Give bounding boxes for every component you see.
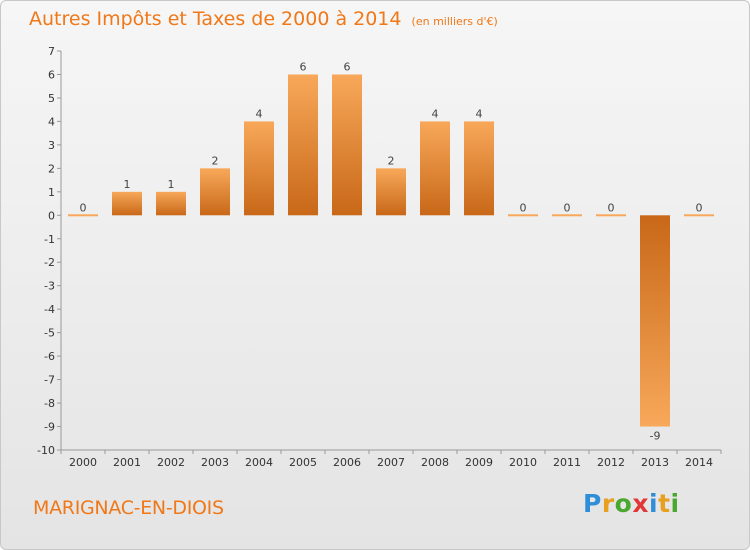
brand-letter: i [649,489,659,518]
bar [288,74,318,216]
y-tick-label: 5 [48,92,55,105]
x-tick-label: 2002 [157,456,185,469]
x-tick-label: 2008 [421,456,449,469]
x-tick-label: 2013 [641,456,669,469]
brand-letter: o [614,489,633,518]
bar [640,215,670,427]
data-label: 0 [80,201,87,214]
y-tick-label: -2 [44,256,55,269]
data-label: 4 [432,107,439,120]
x-tick-label: 2010 [509,456,537,469]
brand-letter: t [658,489,671,518]
brand-letter: r [601,489,615,518]
bar [332,74,362,216]
data-label: 0 [696,201,703,214]
y-tick-label: 6 [48,68,55,81]
x-tick-label: 2014 [685,456,713,469]
bar [244,121,274,216]
bar [684,214,714,217]
x-tick-label: 2000 [69,456,97,469]
y-tick-label: 3 [48,139,55,152]
bar [156,191,186,216]
data-label: 6 [344,60,351,73]
bar [112,191,142,216]
data-label: -9 [650,430,661,443]
chart-subtitle: (en milliers d'€) [411,15,498,28]
data-label: 1 [124,178,131,191]
x-tick-label: 2003 [201,456,229,469]
bar [376,168,406,216]
y-tick-label: 7 [48,45,55,58]
bar [552,214,582,217]
y-tick-label: -8 [44,397,55,410]
data-label: 1 [168,178,175,191]
y-tick-label: 0 [48,209,55,222]
brand-letter: x [632,489,649,518]
y-tick-label: 2 [48,162,55,175]
x-tick-label: 2007 [377,456,405,469]
y-tick-label: -3 [44,280,55,293]
brand-letter: P [583,489,602,518]
x-tick-label: 2005 [289,456,317,469]
bar [68,214,98,217]
bar [420,121,450,216]
y-tick-label: -6 [44,350,55,363]
y-tick-label: -5 [44,327,55,340]
x-tick-label: 2012 [597,456,625,469]
data-label: 6 [300,60,307,73]
data-label: 0 [520,201,527,214]
data-label: 4 [256,107,263,120]
y-tick-label: -10 [37,444,55,457]
y-tick-label: -7 [44,374,55,387]
x-tick-label: 2004 [245,456,273,469]
data-label: 4 [476,107,483,120]
x-tick-label: 2011 [553,456,581,469]
data-label: 2 [212,154,219,167]
y-tick-label: -9 [44,421,55,434]
bar [464,121,494,216]
y-tick-label: -4 [44,303,55,316]
chart-title-text: Autres Impôts et Taxes de 2000 à 2014 [29,8,402,30]
bar [596,214,626,217]
data-label: 2 [388,154,395,167]
brand-letter: i [670,489,680,518]
bar [200,168,230,216]
x-tick-label: 2009 [465,456,493,469]
y-tick-label: -1 [44,233,55,246]
bar [508,214,538,217]
chart-title: Autres Impôts et Taxes de 2000 à 2014 (e… [29,8,498,30]
x-tick-label: 2006 [333,456,361,469]
data-label: 0 [608,201,615,214]
data-label: 0 [564,201,571,214]
x-tick-label: 2001 [113,456,141,469]
y-tick-label: 1 [48,186,55,199]
y-tick-label: 4 [48,115,55,128]
brand-logo: Proxiti [583,489,680,518]
place-name: MARIGNAC-EN-DIOIS [33,497,224,519]
